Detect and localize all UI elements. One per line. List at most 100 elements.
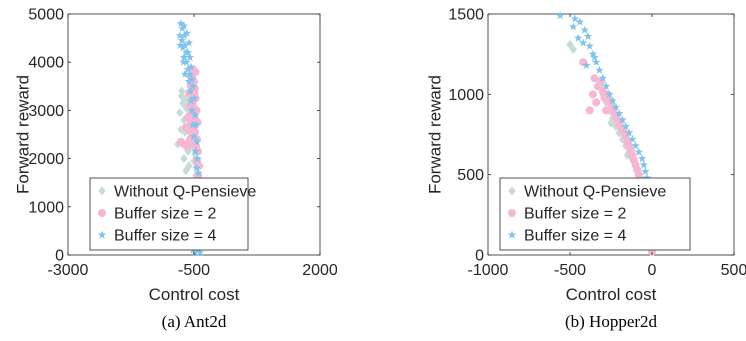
x-axis-label: Control cost [566,285,657,304]
point-s0-6 [612,121,620,132]
point-s0-1 [569,44,577,54]
legend-box [499,177,691,251]
point-s2-5 [180,31,189,40]
point-s0-7 [181,127,189,137]
point-s2-1 [570,14,580,23]
point-s2-9 [180,40,190,49]
legend-entry: Without Q-Pensieve [524,184,666,201]
point-s2-12 [179,52,189,61]
point-s2-30 [191,146,200,155]
point-s0-29 [180,93,188,103]
point-s2-28 [189,132,199,141]
point-s0-32 [178,86,186,96]
point-s2-38 [569,22,578,31]
point-s2-8 [588,49,598,58]
point-s2-20 [624,128,634,137]
point-s2-5 [574,33,583,42]
point-s1-36 [588,90,597,99]
point-s2-17 [615,109,624,118]
point-s2-14 [605,89,614,98]
point-s2-24 [187,106,197,114]
point-s2-46 [179,57,188,66]
point-s0-3 [180,115,188,125]
panel-caption: (a) Ant2d [162,312,227,331]
point-s2-21 [628,134,637,143]
point-s2-23 [189,93,199,102]
point-s1-1 [590,74,599,83]
point-s0-22 [607,118,615,128]
legend-marker [508,186,516,196]
y-axis-label: Forward reward [13,75,32,194]
point-s2-18 [618,115,627,124]
point-s2-7 [176,40,185,49]
point-s2-4 [583,32,593,41]
point-s0-1 [179,98,187,108]
point-s2-15 [608,96,617,105]
point-s0-2 [176,108,184,118]
legend-marker [508,209,516,217]
point-s2-45 [182,48,191,57]
legend-marker [507,230,517,239]
legend-marker [98,209,106,217]
legend: Without Q-Pensieve Buffer size = 2 Buffer … [89,177,256,251]
y-tick-label: 500 [457,167,484,184]
y-tick-label: 1000 [28,199,64,216]
point-s2-27 [642,173,652,182]
x-tick-label: 500 [721,262,746,279]
point-s2-22 [186,96,196,105]
point-s1-34 [592,98,601,107]
legend-entry: Buffer size = 2 [114,206,217,223]
point-s2-12 [598,73,607,82]
y-tick-label: 4000 [28,55,64,72]
point-s2-11 [184,38,194,47]
point-s0-33 [184,96,193,106]
point-s2-4 [177,36,187,45]
legend-entry: Buffer size = 4 [114,228,217,245]
point-s2-11 [595,65,604,74]
point-s1-37 [585,106,594,115]
point-s2-9 [592,57,601,66]
legend-entry: Buffer size = 2 [524,206,627,223]
point-s2-3 [175,31,185,40]
y-tick-label: 2000 [28,151,64,168]
point-s2-0 [555,11,565,20]
x-tick-label: -500 [178,262,210,279]
panel-caption: (b) Hopper2d [565,312,658,331]
point-s2-2 [575,17,585,26]
point-s2-15 [183,65,193,73]
point-s2-19 [187,74,197,83]
point-s2-47 [185,69,194,78]
point-s2-25 [639,160,648,169]
point-s2-3 [580,25,589,34]
point-s1-34 [182,142,191,151]
point-s2-13 [601,81,611,90]
point-s2-13 [182,57,191,66]
panel-hopper2d: -1000 -500 0 500 0 500 1000 1500 Control cost For… [425,7,746,332]
point-s2-42 [195,248,205,257]
panel-ant2d: -3000 -500 2000 0 1000 2000 3000 4000 5000 Contro… [13,7,337,332]
point-s2-6 [182,28,192,37]
point-s2-25 [190,110,200,119]
y-tick-label: 0 [55,248,64,265]
point-s2-22 [631,141,640,150]
point-s2-18 [184,77,194,86]
point-s2-10 [582,61,591,69]
x-tick-label: 0 [648,262,657,279]
y-tick-label: 5000 [28,7,64,24]
y-tick-label: 0 [475,248,484,265]
point-s0-7 [615,128,623,138]
point-s2-16 [186,62,196,71]
point-s1-35 [602,106,611,115]
point-s2-21 [188,81,198,90]
point-s0-13 [180,154,188,164]
point-s0-19 [182,166,190,176]
x-tick-label: -3000 [48,262,89,279]
point-s2-39 [590,52,599,61]
y-tick-label: 1000 [448,87,484,104]
point-s2-26 [641,167,650,176]
y-axis-label: Forward reward [425,75,444,194]
point-s1-36 [190,89,199,98]
point-s2-33 [194,168,203,177]
point-s2-26 [188,120,198,129]
